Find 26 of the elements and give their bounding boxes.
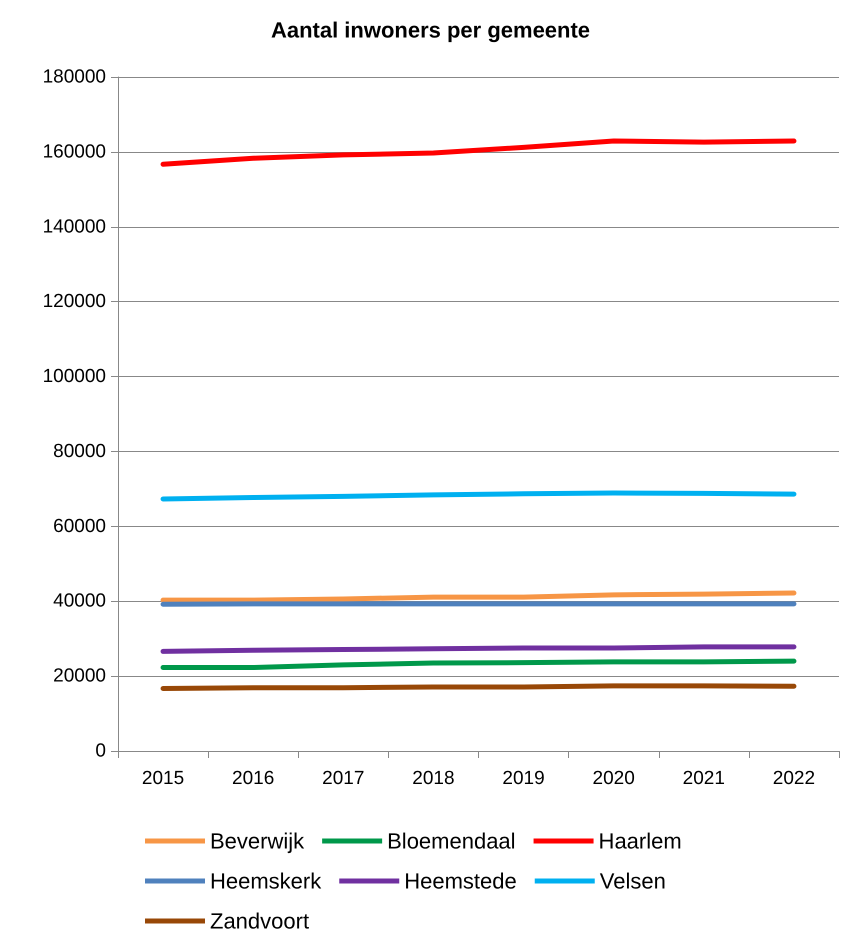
x-tick-label: 2015 (142, 768, 184, 789)
y-tick-label: 80000 (53, 440, 106, 462)
legend-label: Heemstede (404, 868, 517, 894)
x-tick-label: 2019 (502, 768, 545, 789)
y-tick-label: 120000 (42, 291, 106, 312)
y-tick-label: 60000 (53, 516, 106, 537)
y-tick-label: 140000 (42, 216, 106, 238)
y-tick-label: 160000 (42, 141, 106, 162)
legend-label: Beverwijk (210, 828, 306, 854)
y-tick-label: 40000 (53, 590, 106, 612)
legend-label: Velsen (600, 868, 666, 894)
chart-title: Aantal inwoners per gemeente (270, 18, 590, 42)
legend-label: Zandvoort (210, 908, 310, 933)
y-tick-label: 180000 (42, 66, 106, 88)
x-tick-label: 2022 (772, 768, 816, 789)
y-tick-label: 20000 (53, 666, 106, 687)
legend-label: Heemskerk (210, 868, 322, 894)
x-tick-label: 2020 (592, 768, 635, 789)
x-tick-label: 2021 (682, 768, 725, 789)
y-tick-label: 100000 (42, 366, 106, 388)
x-tick-label: 2016 (232, 768, 274, 789)
legend-label: Haarlem (598, 828, 682, 854)
y-tick-label: 0 (95, 740, 106, 762)
legend-label: Bloemendaal (387, 828, 516, 854)
x-tick-label: 2018 (412, 768, 455, 789)
x-tick-label: 2017 (322, 768, 364, 789)
